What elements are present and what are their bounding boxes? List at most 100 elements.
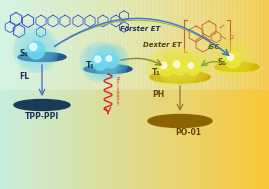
- Bar: [5, 0, 8, 189]
- Bar: [238, 0, 240, 189]
- Bar: [23, 0, 25, 189]
- Bar: [47, 0, 49, 89]
- Bar: [109, 0, 111, 189]
- Bar: [145, 0, 148, 89]
- Bar: [46, 0, 48, 189]
- Bar: [52, 0, 55, 189]
- Bar: [9, 0, 12, 89]
- Bar: [22, 0, 24, 189]
- Circle shape: [163, 51, 195, 83]
- Bar: [268, 0, 269, 89]
- Bar: [257, 0, 259, 189]
- Bar: [231, 0, 234, 89]
- Circle shape: [221, 48, 245, 72]
- Bar: [143, 0, 145, 89]
- Bar: [11, 0, 13, 89]
- Bar: [117, 0, 119, 189]
- Bar: [51, 0, 54, 189]
- Bar: [47, 0, 49, 189]
- Circle shape: [219, 46, 247, 74]
- Bar: [56, 0, 59, 189]
- Bar: [147, 0, 149, 89]
- Bar: [77, 0, 79, 189]
- Bar: [27, 0, 29, 89]
- Bar: [206, 0, 208, 89]
- Bar: [62, 0, 64, 189]
- Bar: [54, 0, 56, 189]
- Text: T₁: T₁: [86, 61, 95, 70]
- Bar: [73, 0, 75, 89]
- Bar: [48, 0, 51, 89]
- Bar: [190, 0, 192, 89]
- Bar: [73, 0, 75, 189]
- Bar: [161, 0, 164, 89]
- Bar: [70, 0, 72, 89]
- Text: PH: PH: [152, 90, 164, 99]
- Bar: [125, 0, 128, 89]
- Bar: [3, 0, 5, 89]
- Bar: [54, 0, 56, 89]
- Bar: [101, 0, 103, 89]
- Bar: [152, 0, 154, 189]
- Bar: [145, 0, 148, 189]
- Bar: [262, 0, 265, 189]
- Bar: [17, 0, 20, 89]
- Bar: [245, 0, 247, 89]
- Bar: [61, 0, 63, 189]
- Bar: [55, 0, 58, 189]
- Bar: [93, 0, 95, 89]
- Bar: [91, 0, 94, 89]
- Circle shape: [159, 47, 199, 87]
- Bar: [120, 0, 122, 189]
- Bar: [239, 0, 242, 189]
- Bar: [24, 0, 27, 89]
- Bar: [148, 0, 150, 89]
- Text: ıSC: ıSC: [208, 44, 221, 50]
- Bar: [30, 0, 32, 189]
- Bar: [165, 0, 168, 89]
- Bar: [235, 0, 238, 189]
- Circle shape: [225, 52, 241, 68]
- Ellipse shape: [84, 64, 132, 74]
- Bar: [95, 0, 98, 89]
- Bar: [169, 0, 172, 189]
- Bar: [222, 0, 224, 89]
- Bar: [50, 0, 52, 89]
- Bar: [153, 0, 156, 89]
- Bar: [94, 0, 97, 189]
- Bar: [179, 0, 181, 189]
- Circle shape: [158, 60, 174, 76]
- Bar: [196, 0, 199, 189]
- Bar: [151, 0, 153, 189]
- Bar: [156, 0, 158, 89]
- Bar: [164, 0, 167, 189]
- Bar: [36, 0, 39, 189]
- Bar: [253, 0, 255, 89]
- Bar: [198, 0, 200, 89]
- Bar: [140, 0, 142, 189]
- Circle shape: [177, 52, 209, 84]
- Bar: [43, 0, 45, 189]
- Bar: [206, 0, 208, 189]
- Circle shape: [165, 53, 193, 81]
- Bar: [109, 0, 111, 89]
- Circle shape: [88, 50, 112, 74]
- Bar: [128, 0, 130, 189]
- Bar: [43, 0, 45, 89]
- Circle shape: [171, 59, 187, 75]
- Circle shape: [94, 56, 101, 62]
- Bar: [186, 0, 188, 89]
- Bar: [126, 0, 129, 89]
- Bar: [74, 0, 76, 189]
- Bar: [213, 0, 215, 89]
- Bar: [15, 0, 17, 89]
- Bar: [180, 0, 183, 189]
- Bar: [130, 0, 133, 89]
- Bar: [26, 0, 28, 89]
- Bar: [208, 0, 211, 89]
- Bar: [257, 0, 259, 89]
- Bar: [211, 0, 214, 189]
- Bar: [167, 0, 169, 89]
- Bar: [34, 0, 36, 189]
- Bar: [215, 0, 218, 89]
